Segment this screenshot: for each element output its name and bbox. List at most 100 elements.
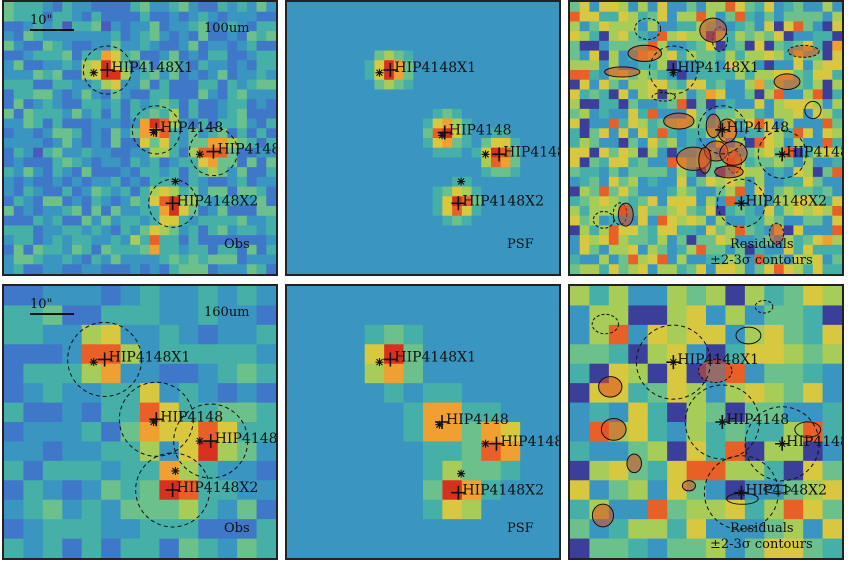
pixel [686,99,697,110]
pixel [520,31,531,42]
pixel [510,60,521,71]
pixel [803,324,824,345]
pixel [374,244,385,256]
pixel [335,21,346,32]
pixel [423,344,444,365]
pixel [579,147,591,159]
source-marker: HIP4148X [744,406,842,482]
pixel [529,215,541,227]
pixel [812,254,824,265]
pixel [442,286,463,307]
pixel [91,215,102,227]
pixel [169,225,180,236]
pixel [345,118,356,129]
pixel [384,31,395,42]
pixel [364,402,385,423]
pixel [42,11,54,23]
pixel [393,11,405,23]
pixel [599,11,610,23]
pixel [500,460,521,481]
pixel [774,31,785,42]
pixel [628,31,639,42]
aperture-circle [131,105,181,155]
pixel [822,460,842,481]
pixel [169,31,180,42]
pixel [149,89,161,100]
pixel [306,422,327,443]
pixel [237,128,248,139]
pixel [23,538,44,558]
pixel [287,2,298,13]
pixel [81,235,93,246]
pixel [325,363,346,384]
pixel [735,244,746,256]
pixel [316,79,327,91]
pixel [647,118,659,129]
pixel [256,286,276,307]
pixel [500,118,512,129]
pixel [81,147,93,159]
pixel [149,215,161,227]
pixel [33,157,44,168]
pixel [461,147,473,159]
pixel [599,244,610,256]
pixel [178,538,199,558]
pixel [101,519,122,540]
pixel [812,147,824,159]
pixel [822,196,833,207]
pixel [452,186,463,197]
pixel [393,89,405,100]
pixel [638,128,649,139]
pixel [81,480,102,501]
pixel [169,21,180,32]
pixel [140,70,151,81]
pixel [325,89,337,100]
pixel [793,235,804,246]
pixel [589,108,600,120]
pixel [23,70,34,81]
pixel [667,441,688,462]
pixel [52,167,63,178]
pixel [140,21,151,32]
star-marker [718,125,727,134]
pixel [287,480,308,501]
pixel [461,480,482,501]
aperture-circle [635,324,711,400]
pixel [188,40,199,52]
pixel [384,138,395,149]
pixel [217,157,229,168]
pixel [81,264,93,274]
pixel [316,40,327,52]
pixel [393,108,405,120]
pixel [246,206,258,217]
pixel [725,70,736,81]
contour [794,421,822,438]
pixel [432,244,444,256]
cross-marker [492,147,507,162]
pixel [599,157,610,168]
pixel [744,167,756,178]
pixel [481,50,492,61]
pixel [529,264,541,274]
pixel [130,176,141,188]
pixel [4,108,15,120]
pixel [355,118,366,129]
pixel [715,244,727,256]
pixel [306,324,327,345]
pixel [599,215,610,227]
pixel [256,441,276,462]
pixel [803,244,814,256]
pixel [287,402,308,423]
pixel [23,499,44,520]
pixel [471,40,482,52]
pixel [822,11,833,23]
pixel [628,235,639,246]
pixel [783,402,804,423]
pixel [667,344,688,365]
pixel [442,538,463,558]
pixel [140,480,161,501]
pixel [23,264,34,274]
pixel [110,2,122,13]
pixel [72,60,83,71]
pixel [735,2,746,13]
